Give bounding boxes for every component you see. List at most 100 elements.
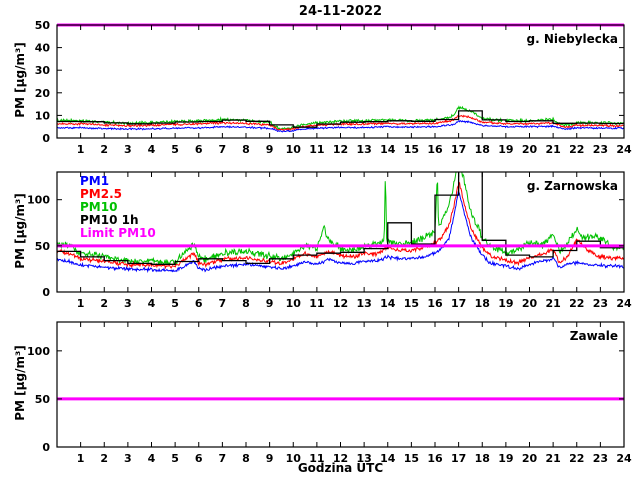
svg-text:40: 40 (35, 42, 51, 55)
svg-text:2: 2 (100, 143, 108, 156)
svg-text:21: 21 (545, 297, 560, 310)
svg-text:11: 11 (309, 143, 324, 156)
svg-text:14: 14 (380, 452, 396, 465)
svg-text:6: 6 (195, 452, 203, 465)
svg-text:11: 11 (309, 452, 324, 465)
svg-text:4: 4 (148, 452, 156, 465)
svg-text:17: 17 (451, 452, 466, 465)
svg-text:4: 4 (148, 297, 156, 310)
svg-text:16: 16 (427, 297, 443, 310)
svg-text:13: 13 (356, 143, 371, 156)
svg-text:15: 15 (404, 452, 419, 465)
svg-text:1: 1 (77, 452, 85, 465)
svg-text:16: 16 (427, 143, 443, 156)
svg-text:50: 50 (35, 19, 51, 32)
svg-text:0: 0 (42, 286, 50, 299)
svg-text:24: 24 (616, 452, 632, 465)
svg-text:24: 24 (616, 143, 632, 156)
svg-text:5: 5 (171, 143, 179, 156)
svg-text:22: 22 (569, 297, 584, 310)
svg-text:3: 3 (124, 143, 132, 156)
svg-text:5: 5 (171, 297, 179, 310)
svg-text:23: 23 (593, 452, 608, 465)
svg-text:14: 14 (380, 143, 396, 156)
svg-text:6: 6 (195, 297, 203, 310)
y-axis-label-middle: PM [µg/m³] (13, 193, 27, 269)
svg-text:21: 21 (545, 452, 560, 465)
svg-text:17: 17 (451, 143, 466, 156)
svg-text:13: 13 (356, 297, 371, 310)
svg-text:16: 16 (427, 452, 443, 465)
svg-text:9: 9 (266, 452, 274, 465)
svg-text:7: 7 (219, 143, 227, 156)
legend-entry-pm25: PM2.5 (80, 187, 122, 201)
svg-text:50: 50 (35, 393, 51, 406)
legend-entry-pm10: PM10 (80, 200, 118, 214)
svg-text:8: 8 (242, 143, 250, 156)
svg-text:18: 18 (475, 297, 490, 310)
svg-text:12: 12 (333, 297, 348, 310)
svg-text:30: 30 (35, 64, 51, 77)
svg-text:20: 20 (35, 87, 51, 100)
svg-text:17: 17 (451, 297, 466, 310)
svg-text:8: 8 (242, 452, 250, 465)
svg-text:10: 10 (35, 109, 51, 122)
svg-text:0: 0 (42, 132, 50, 145)
y-axis-label-bottom: PM [µg/m³] (13, 345, 27, 421)
svg-text:11: 11 (309, 297, 324, 310)
svg-text:20: 20 (522, 452, 538, 465)
svg-text:10: 10 (286, 297, 302, 310)
svg-text:12: 12 (333, 143, 348, 156)
svg-text:18: 18 (475, 452, 490, 465)
station-label-niebylecka: g. Niebylecka (526, 32, 618, 46)
svg-text:19: 19 (498, 297, 513, 310)
svg-text:10: 10 (286, 143, 302, 156)
svg-text:10: 10 (286, 452, 302, 465)
svg-text:3: 3 (124, 452, 132, 465)
svg-text:15: 15 (404, 143, 419, 156)
svg-text:100: 100 (27, 194, 50, 207)
svg-text:23: 23 (593, 297, 608, 310)
svg-text:3: 3 (124, 297, 132, 310)
station-label-zawale: Zawale (569, 329, 618, 343)
svg-text:19: 19 (498, 452, 513, 465)
svg-text:5: 5 (171, 452, 179, 465)
legend-entry-pm1: PM1 (80, 174, 110, 188)
svg-text:20: 20 (522, 143, 538, 156)
svg-text:8: 8 (242, 297, 250, 310)
legend: PM1 PM2.5 PM10 PM10 1h Limit PM10 (80, 175, 156, 240)
x-axis-label: Godzina UTC (297, 461, 384, 475)
svg-text:1: 1 (77, 143, 85, 156)
svg-text:4: 4 (148, 143, 156, 156)
svg-text:21: 21 (545, 143, 560, 156)
svg-text:23: 23 (593, 143, 608, 156)
svg-text:100: 100 (27, 345, 50, 358)
svg-text:7: 7 (219, 297, 227, 310)
svg-text:22: 22 (569, 452, 584, 465)
svg-text:12: 12 (333, 452, 348, 465)
chart-title: 24-11-2022 (298, 4, 383, 19)
svg-text:7: 7 (219, 452, 227, 465)
svg-text:0: 0 (42, 441, 50, 454)
svg-text:50: 50 (35, 240, 51, 253)
svg-text:20: 20 (522, 297, 538, 310)
svg-text:9: 9 (266, 143, 274, 156)
svg-text:13: 13 (356, 452, 371, 465)
y-axis-label-top: PM [µg/m³] (13, 42, 27, 118)
svg-text:18: 18 (475, 143, 490, 156)
svg-text:1: 1 (77, 297, 85, 310)
svg-text:22: 22 (569, 143, 584, 156)
svg-text:14: 14 (380, 297, 396, 310)
legend-entry-limit-pm10: Limit PM10 (80, 226, 156, 240)
svg-text:6: 6 (195, 143, 203, 156)
svg-text:2: 2 (100, 452, 108, 465)
legend-entry-pm10-1h: PM10 1h (80, 213, 139, 227)
svg-text:19: 19 (498, 143, 513, 156)
station-label-zarnowska: g. Zarnowska (526, 179, 618, 193)
svg-text:2: 2 (100, 297, 108, 310)
svg-text:9: 9 (266, 297, 274, 310)
svg-text:24: 24 (616, 297, 632, 310)
svg-text:15: 15 (404, 297, 419, 310)
